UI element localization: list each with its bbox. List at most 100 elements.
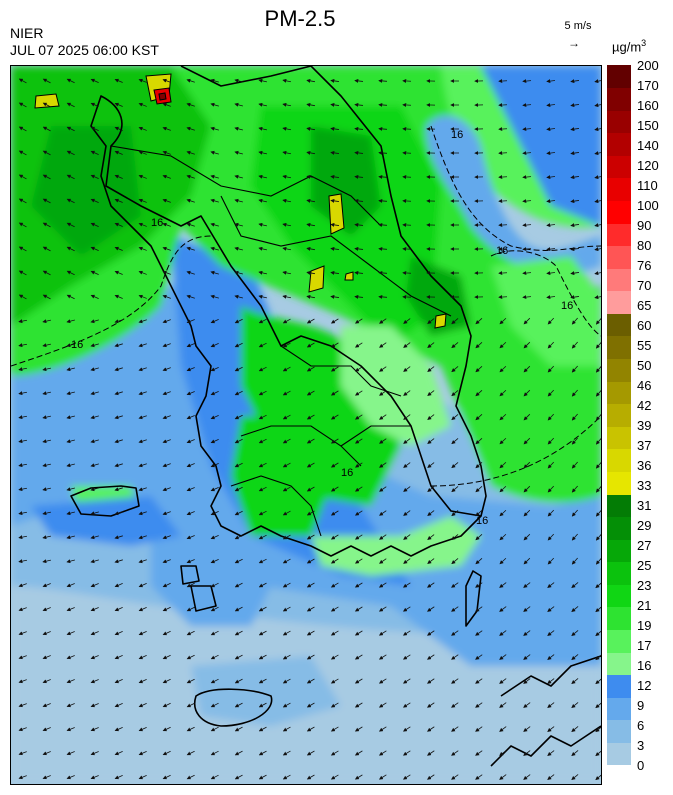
wind-arrow-icon [330,294,340,299]
wind-arrow-icon [42,751,51,756]
wind-arrow-icon [547,533,555,541]
wind-arrow-icon [379,366,387,372]
wind-arrow-icon [18,415,28,420]
wind-arrow-icon [66,102,75,108]
wind-arrow-icon [90,391,99,396]
wind-arrow-icon [306,678,315,684]
wind-arrow-icon [355,510,363,516]
wind-arrow-icon [162,294,171,299]
wind-arrow-icon [282,558,291,564]
wind-arrow-icon [42,319,51,324]
wind-arrow-icon [186,750,195,756]
wind-arrow-icon [114,270,123,275]
wind-arrow-icon [378,102,388,107]
wind-arrow-icon [547,413,555,421]
wind-arrow-icon [234,222,243,227]
contour-label: 16 [476,515,488,527]
wind-arrow-icon [90,511,99,516]
wind-arrow-icon [571,726,579,733]
wind-arrow-icon [475,558,483,565]
wind-arrow-icon [90,727,99,732]
wind-arrow-icon [475,318,483,325]
wind-arrow-icon [258,174,267,179]
wind-arrow-icon [42,78,51,84]
wind-arrow-icon [18,463,28,468]
wind-arrow-icon [18,703,27,708]
wind-arrow-icon [18,222,27,228]
legend-label: 100 [637,198,659,213]
wind-arrow-icon [282,246,292,251]
wind-arrow-icon [282,102,292,107]
wind-arrow-icon [523,509,531,517]
wind-arrow-icon [594,271,601,276]
legend-label: 160 [637,98,659,113]
wind-arrow-icon [42,415,51,420]
wind-arrow-icon [595,774,601,781]
wind-arrow-icon [547,365,555,373]
wind-arrow-icon [234,654,243,660]
wind-arrow-icon [355,366,363,372]
wind-arrow-icon [354,702,363,708]
wind-arrow-icon [306,582,315,588]
wind-arrow-icon [403,486,411,492]
wind-arrow-icon [355,390,363,396]
wind-arrow-icon [18,487,28,492]
wind-arrow-icon [594,295,601,300]
wind-arrow-icon [66,246,75,252]
wind-arrow-icon [66,775,75,780]
wind-arrow-icon [330,126,340,131]
wind-arrow-icon [354,678,363,684]
wind-arrow-icon [186,606,195,612]
wind-arrow-icon [355,558,363,564]
wind-arrow-icon [162,415,171,420]
wind-arrow-icon [427,486,435,492]
wind-arrow-icon [114,367,123,372]
wind-arrow-icon [475,390,483,397]
wind-arrow-icon [403,558,411,564]
wind-arrow-icon [18,511,28,516]
wind-arrow-icon [18,679,27,684]
wind-arrow-icon [282,702,291,708]
legend-swatch [607,155,631,179]
wind-arrow-icon [403,318,411,324]
wind-arrow-icon [66,487,75,492]
wind-arrow-icon [90,415,99,420]
legend-swatch [607,335,631,360]
wind-arrow-icon [186,774,195,780]
wind-arrow-icon [475,654,483,660]
wind-arrow-icon [306,534,315,540]
legend-label: 23 [637,578,652,593]
wind-arrow-icon [234,126,243,131]
wind-arrow-icon [186,367,195,372]
wind-arrow-icon [499,485,507,493]
wind-arrow-icon [138,246,147,251]
wind-arrow-icon [330,438,339,444]
wind-arrow-icon [114,727,123,732]
wind-arrow-icon [42,607,51,612]
legend-swatch [607,652,631,676]
wind-arrow-icon [282,174,292,179]
wind-arrow-icon [522,247,532,252]
wind-arrow-icon [210,102,219,107]
wind-arrow-icon [594,103,601,108]
wind-arrow-icon [451,774,459,780]
wind-arrow-icon [210,654,219,660]
legend-label: 17 [637,638,652,653]
wind-arrow-icon [306,126,316,131]
wind-arrow-icon [186,174,195,179]
wind-arrow-icon [66,727,75,732]
wind-arrow-icon [186,150,195,155]
wind-arrow-icon [547,389,555,397]
wind-arrow-icon [258,366,267,372]
wind-arrow-icon [234,630,243,636]
wind-arrow-icon [330,582,339,588]
wind-arrow-icon [162,702,171,708]
wind-arrow-icon [234,414,243,420]
wind-arrow-icon [186,391,195,396]
wind-arrow-icon [330,678,339,684]
wind-arrow-icon [162,511,171,516]
wind-arrow-icon [379,462,387,468]
wind-arrow-icon [42,198,51,204]
wind-arrow-icon [90,270,99,276]
wind-arrow-icon [258,462,267,468]
